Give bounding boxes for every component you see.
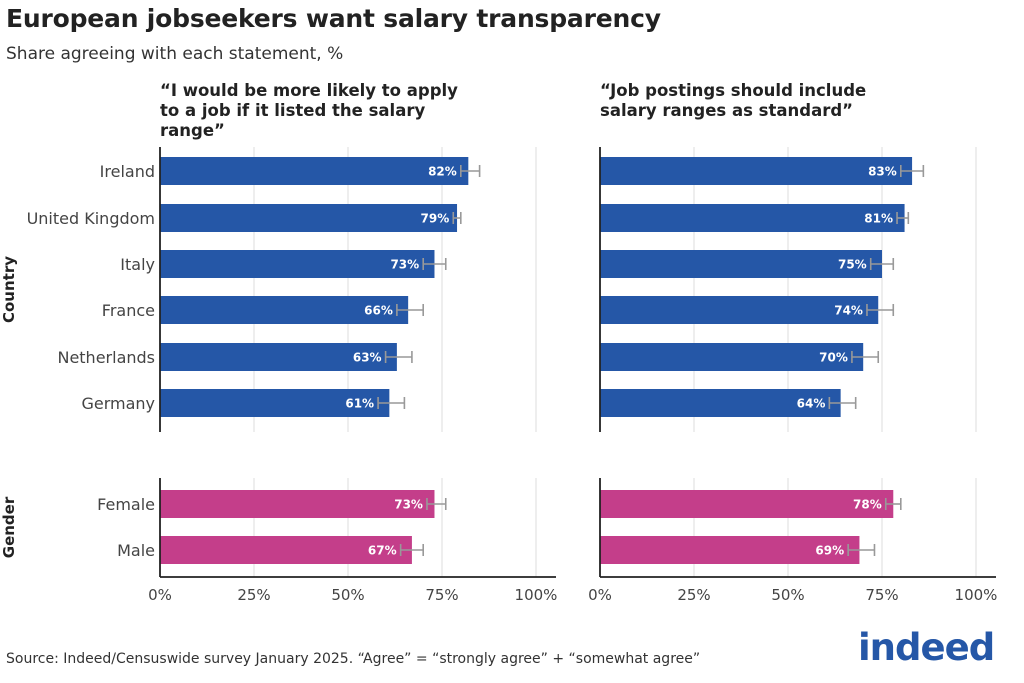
category-label: Female — [97, 495, 155, 514]
bar — [160, 343, 397, 371]
data-label: 81% — [864, 212, 893, 226]
bar — [160, 389, 390, 417]
panel-title-line: “Job postings should include — [600, 81, 866, 100]
x-tick-label: 100% — [515, 586, 558, 604]
x-tick-label: 0% — [148, 586, 172, 604]
bar — [160, 490, 435, 518]
x-tick-label: 25% — [237, 586, 270, 604]
data-label: 75% — [838, 258, 867, 272]
x-tick-label: 50% — [771, 586, 804, 604]
data-label: 83% — [868, 165, 897, 179]
x-tick-label: 0% — [588, 586, 612, 604]
data-label: 64% — [797, 397, 826, 411]
data-label: 63% — [353, 351, 382, 365]
panel-title-line: to a job if it listed the salary — [160, 101, 425, 120]
chart-subtitle: Share agreeing with each statement, % — [6, 44, 344, 64]
indeed-logo: indeed — [858, 626, 995, 669]
x-tick-label: 50% — [331, 586, 364, 604]
data-label: 73% — [394, 498, 423, 512]
bar — [600, 343, 864, 371]
source-note: Source: Indeed/Censuswide survey January… — [6, 651, 701, 667]
category-label: Italy — [120, 255, 155, 274]
data-label: 73% — [390, 258, 419, 272]
category-label: Ireland — [100, 162, 155, 181]
category-label: Male — [117, 541, 155, 560]
panel-title-line: range” — [160, 121, 225, 140]
data-label: 67% — [368, 544, 397, 558]
data-label: 74% — [834, 304, 863, 318]
bar — [600, 389, 841, 417]
data-label: 69% — [815, 544, 844, 558]
bar — [600, 250, 882, 278]
data-label: 82% — [428, 165, 457, 179]
data-label: 61% — [345, 397, 374, 411]
x-tick-label: 25% — [677, 586, 710, 604]
data-label: 79% — [421, 212, 450, 226]
bar — [160, 536, 412, 564]
group-label: Gender — [0, 496, 18, 558]
data-label: 78% — [853, 498, 882, 512]
bar — [160, 157, 469, 185]
category-label: United Kingdom — [27, 209, 155, 228]
panel-title-line: salary ranges as standard” — [600, 101, 853, 120]
bar — [160, 250, 435, 278]
bar — [160, 296, 409, 324]
bar — [600, 536, 860, 564]
data-label: 66% — [364, 304, 393, 318]
x-tick-label: 100% — [955, 586, 998, 604]
x-tick-label: 75% — [425, 586, 458, 604]
chart-title: European jobseekers want salary transpar… — [6, 4, 661, 33]
group-label: Country — [0, 256, 18, 323]
bar — [600, 204, 905, 232]
bar — [600, 296, 879, 324]
panel-title-line: “I would be more likely to apply — [160, 81, 458, 100]
category-label: France — [102, 301, 155, 320]
x-tick-label: 75% — [865, 586, 898, 604]
bar — [160, 204, 458, 232]
bar — [600, 490, 894, 518]
data-label: 70% — [819, 351, 848, 365]
category-label: Netherlands — [57, 348, 155, 367]
bar — [600, 157, 913, 185]
category-label: Germany — [81, 394, 155, 413]
